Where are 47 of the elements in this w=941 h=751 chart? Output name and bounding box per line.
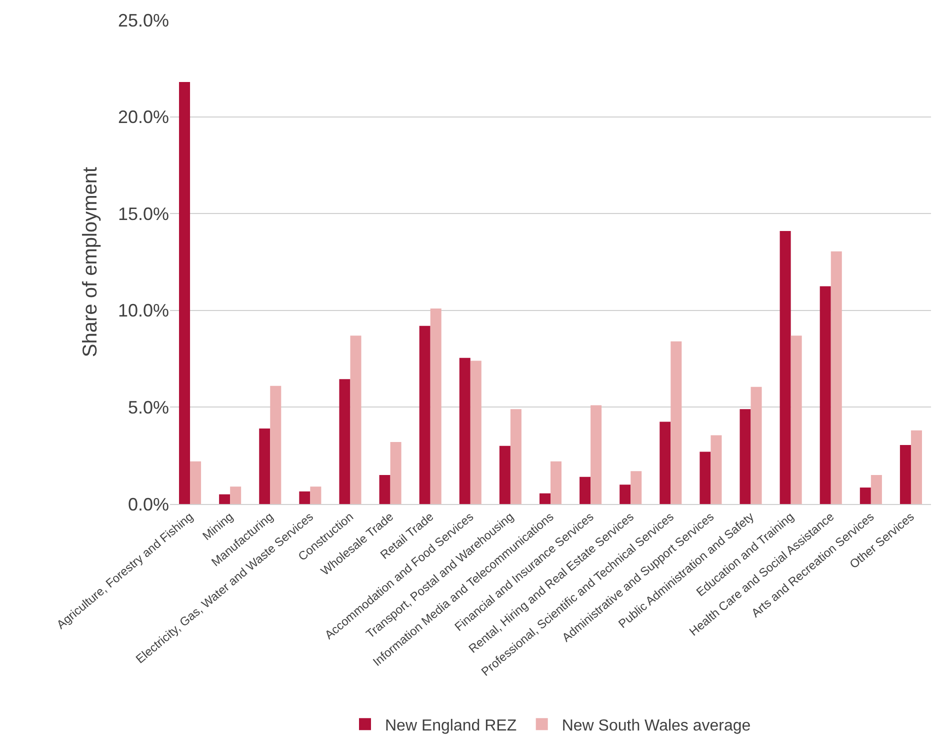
y-tick-label: 5.0% (128, 398, 169, 418)
bar (270, 386, 282, 504)
bar (190, 461, 202, 504)
bar (179, 82, 190, 504)
bar (750, 386, 762, 504)
bar (379, 474, 390, 504)
legend-label: New South Wales average (562, 717, 751, 734)
bar (339, 379, 350, 504)
bar (470, 360, 482, 504)
bar (740, 409, 751, 504)
bar (230, 486, 242, 504)
bar (710, 435, 722, 504)
bar (900, 444, 911, 504)
y-tick-label: 15.0% (118, 204, 169, 224)
bar (350, 336, 362, 504)
bar (590, 405, 602, 504)
y-tick-label: 0.0% (128, 494, 169, 514)
y-tick-label: 20.0% (118, 107, 169, 128)
bar (910, 430, 922, 504)
bar (870, 474, 882, 504)
bar (700, 452, 711, 504)
bar (790, 336, 802, 504)
bar (820, 286, 831, 504)
bar (419, 326, 430, 504)
legend-label: New England REZ (385, 717, 517, 734)
bar (630, 471, 642, 504)
bar (670, 341, 682, 504)
bar (390, 442, 402, 504)
y-tick-label: 25.0% (118, 10, 169, 30)
bar (660, 422, 671, 504)
bar (539, 493, 550, 504)
y-axis-title: Share of employment (79, 166, 102, 358)
bar (550, 461, 562, 504)
bar (499, 446, 510, 504)
bar (510, 409, 522, 504)
bar (620, 484, 631, 504)
bar (219, 494, 230, 504)
bar (430, 308, 442, 504)
bar (299, 491, 310, 504)
bar (860, 488, 871, 504)
bar (780, 231, 791, 504)
bar (310, 486, 322, 504)
y-tick-label: 10.0% (118, 300, 169, 321)
bar (459, 358, 470, 504)
bar (830, 251, 842, 504)
bar (580, 476, 591, 504)
bar (259, 428, 270, 504)
